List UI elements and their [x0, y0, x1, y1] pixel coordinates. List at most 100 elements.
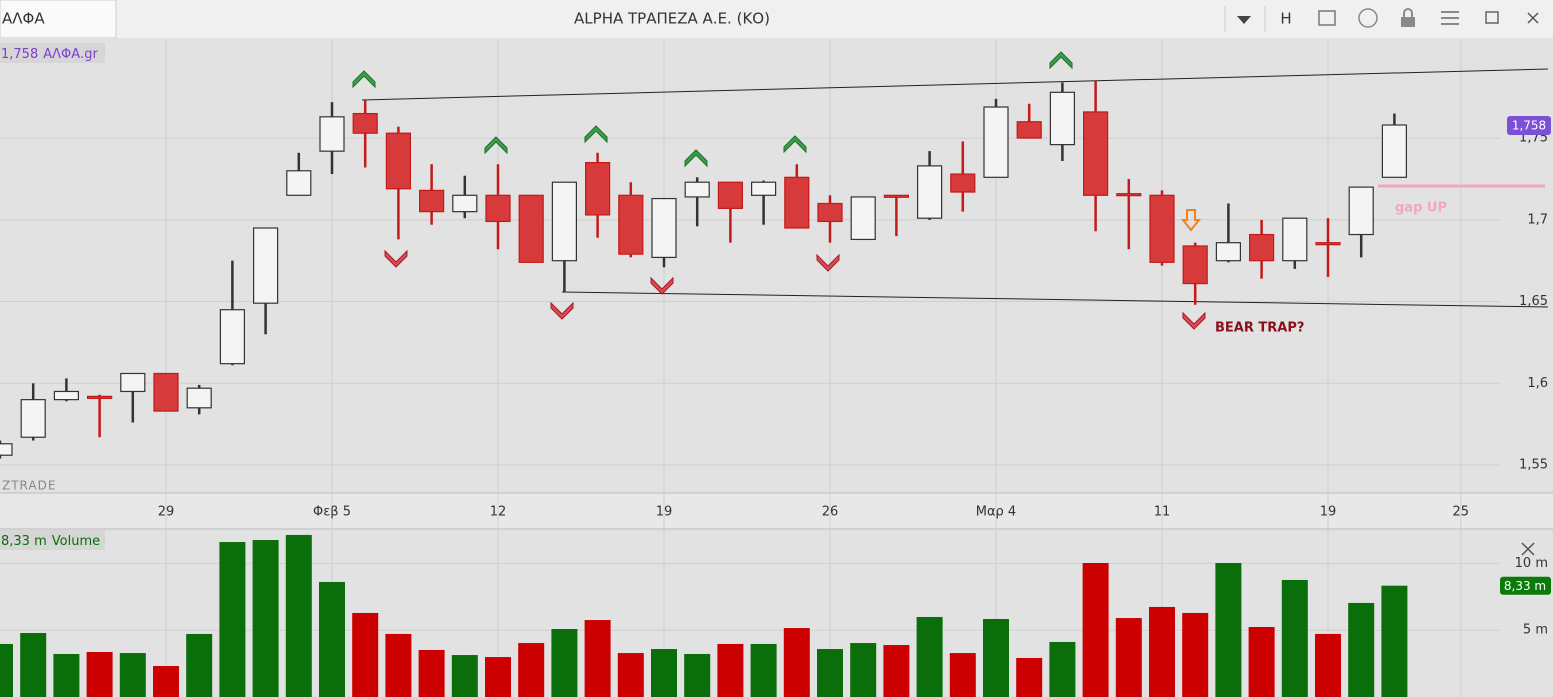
price-badge [1507, 116, 1551, 136]
x-tick-label: 19 [656, 505, 673, 520]
candle-body [750, 181, 777, 196]
candle-body [153, 372, 179, 412]
candle-body [485, 194, 511, 223]
volume-bar [186, 633, 213, 697]
candle-body [86, 395, 113, 399]
candle-body [916, 165, 943, 219]
signal-up [783, 135, 807, 154]
volume-bar [451, 655, 478, 697]
x-tick-label: 19 [1320, 505, 1337, 520]
volume-bar [0, 643, 13, 697]
candle-body [0, 443, 13, 456]
candle-body [385, 132, 411, 190]
tab[interactable] [0, 0, 117, 39]
volume-bar [1215, 562, 1242, 697]
icon-lock[interactable] [1401, 17, 1415, 27]
volume-bar [385, 633, 412, 697]
volume-bar [1082, 562, 1109, 697]
window-title: ALPHA ΤΡΑΠΕΖΑ Α.Ε. (ΚΟ) [574, 10, 770, 28]
candle-body [219, 309, 245, 365]
volume-bar [584, 620, 611, 697]
candle-body [1182, 245, 1208, 285]
candle-body [817, 202, 843, 223]
volume-bar [219, 542, 246, 697]
candle-body [1049, 91, 1076, 146]
candle-body [186, 387, 212, 409]
candle-body [1215, 242, 1242, 262]
signal-up [584, 125, 608, 144]
h-button[interactable]: H [1280, 10, 1291, 28]
candle-body [1248, 233, 1275, 262]
trend-line-lower [561, 291, 1549, 308]
x-tick-label: 29 [158, 505, 175, 520]
volume-bar [1149, 606, 1175, 697]
icon-panel[interactable] [1318, 10, 1336, 26]
volume-bar [1049, 641, 1076, 697]
candle-body [651, 197, 677, 259]
candle-body [684, 181, 710, 198]
annotation: BEAR TRAP? [1215, 321, 1304, 336]
trend-line-upper [361, 68, 1549, 101]
volume-bar [1315, 633, 1341, 697]
x-tick-label: 12 [490, 505, 507, 520]
volume-bar [883, 645, 910, 697]
legend: 1,758 ΑΛΦΑ.gr [1, 47, 99, 62]
marks [0, 80, 1408, 697]
candle-body [352, 112, 378, 134]
signal-up [484, 136, 508, 155]
title-bar [0, 0, 1553, 38]
volume-bar [1182, 612, 1209, 697]
candle-body [1016, 121, 1042, 139]
candle-body [1082, 111, 1109, 196]
candle-body [419, 189, 445, 213]
volume-bar [518, 643, 545, 697]
annotation: gap UP [1395, 201, 1447, 216]
candle-body [950, 173, 976, 193]
signal-down [550, 301, 574, 320]
candle-body [452, 194, 478, 213]
y-tick-label: 1,55 [1519, 458, 1548, 473]
candle-body [319, 116, 345, 152]
volume-bar [916, 616, 943, 697]
candle-body [1282, 217, 1308, 262]
volume-bar [983, 618, 1009, 697]
icon-menu[interactable] [1441, 11, 1459, 25]
volume-bar [352, 612, 379, 697]
y-tick-label: 1,65 [1519, 294, 1548, 309]
signal-up [352, 70, 376, 89]
volume-bar [153, 666, 179, 697]
candle-body [286, 170, 312, 196]
icon-close[interactable] [1527, 12, 1539, 24]
volume-bar [485, 657, 511, 697]
icon-quote[interactable] [1358, 8, 1378, 28]
volume-bar [651, 649, 677, 697]
tab-label: ΑΛΦΑ [2, 10, 45, 28]
legend-value: 1,758 [1, 47, 38, 62]
signal-down [1182, 311, 1206, 330]
candle-body [20, 399, 46, 438]
candle-body [53, 390, 80, 401]
icon-lock-shackle [1403, 8, 1413, 17]
candle-body [883, 194, 910, 198]
legend-value: 8,33 m [1, 534, 47, 549]
volume-bar [319, 581, 345, 697]
candle-body [1315, 242, 1341, 246]
orange-arrow [1180, 209, 1202, 232]
y-tick-label: 1,7 [1527, 212, 1548, 227]
dropdown[interactable] [1237, 16, 1251, 24]
volume-bar [418, 649, 445, 697]
candle-body [784, 176, 810, 229]
volume-bar [850, 643, 877, 697]
candle-body [584, 162, 611, 216]
y-tick-label: 1,6 [1527, 376, 1548, 391]
candle-body [518, 194, 544, 263]
volume-bar [783, 628, 810, 697]
y-tick-label: 5 m [1523, 623, 1548, 638]
volume-bar [551, 628, 578, 697]
volume-close[interactable] [1521, 542, 1535, 556]
volume-bar [119, 653, 146, 697]
icon-restore[interactable] [1485, 11, 1499, 24]
legend-name: ΑΛΦΑ.gr [43, 47, 98, 62]
